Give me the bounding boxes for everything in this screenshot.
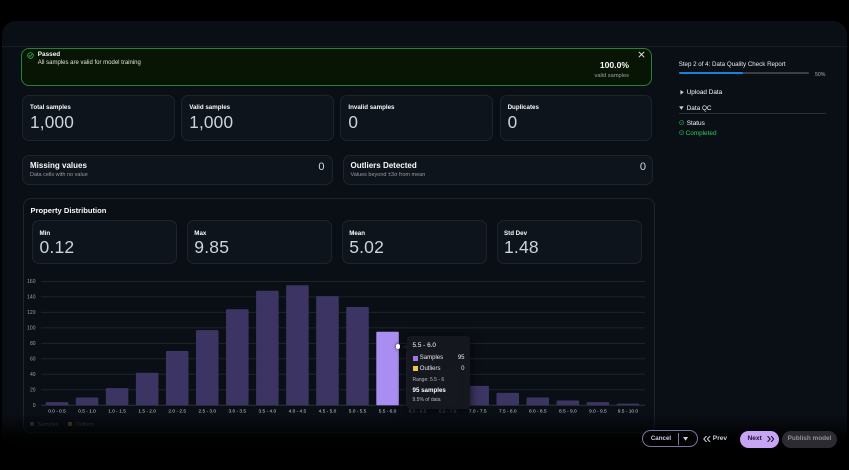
svg-text:160: 160 — [27, 279, 36, 285]
svg-text:20: 20 — [30, 388, 36, 394]
svg-text:100: 100 — [27, 326, 36, 332]
svg-text:2.5 - 3.0: 2.5 - 3.0 — [198, 409, 216, 415]
svg-text:140: 140 — [27, 295, 36, 301]
svg-text:40: 40 — [30, 372, 36, 378]
svg-text:2.0 - 2.5: 2.0 - 2.5 — [168, 409, 186, 415]
svg-text:6.0 - 6.5: 6.0 - 6.5 — [409, 409, 427, 415]
svg-text:5.5 - 6.0: 5.5 - 6.0 — [379, 409, 397, 415]
svg-text:120: 120 — [27, 310, 36, 316]
svg-text:5.0 - 5.5: 5.0 - 5.5 — [349, 409, 367, 415]
svg-text:7.0 - 7.5: 7.0 - 7.5 — [469, 409, 487, 415]
svg-text:1.0 - 1.5: 1.0 - 1.5 — [108, 409, 126, 415]
svg-text:80: 80 — [30, 341, 36, 347]
svg-text:7.5 - 8.0: 7.5 - 8.0 — [499, 409, 517, 415]
svg-text:8.5 - 9.0: 8.5 - 9.0 — [559, 409, 577, 415]
svg-text:3.5 - 4.0: 3.5 - 4.0 — [259, 409, 277, 415]
svg-text:9.5 - 10.0: 9.5 - 10.0 — [618, 409, 639, 415]
svg-text:9.0 - 9.5: 9.0 - 9.5 — [589, 409, 607, 415]
svg-text:6.5 - 7.0: 6.5 - 7.0 — [439, 409, 457, 415]
svg-text:0.0 - 0.5: 0.0 - 0.5 — [48, 409, 66, 415]
svg-text:8.0 - 8.5: 8.0 - 8.5 — [529, 409, 547, 415]
svg-text:3.0 - 3.5: 3.0 - 3.5 — [228, 409, 246, 415]
svg-text:1.5 - 2.0: 1.5 - 2.0 — [138, 409, 156, 415]
svg-text:4.5 - 5.0: 4.5 - 5.0 — [319, 409, 337, 415]
svg-text:0.5 - 1.0: 0.5 - 1.0 — [78, 409, 96, 415]
svg-text:60: 60 — [30, 357, 36, 363]
svg-text:4.0 - 4.5: 4.0 - 4.5 — [289, 409, 307, 415]
svg-text:0: 0 — [33, 403, 36, 409]
